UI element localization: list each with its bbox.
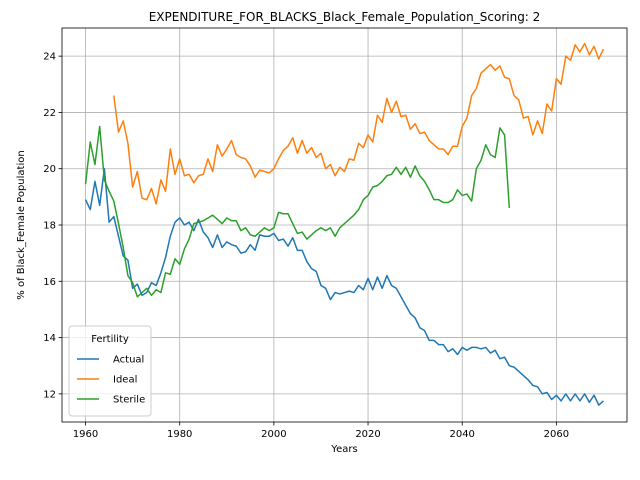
y-axis-ticks: 12 14 16 18 20 22 24 — [43, 52, 62, 400]
y-tick-label: 20 — [43, 164, 56, 175]
grid — [62, 28, 627, 422]
x-axis-ticks: 1960 1980 2000 2020 2040 2060 — [73, 422, 569, 440]
x-tick-label: 2020 — [355, 429, 380, 440]
x-tick-label: 2040 — [449, 429, 474, 440]
series-line-ideal — [113, 42, 605, 205]
legend-label-sterile: Sterile — [113, 395, 145, 406]
legend-title: Fertility — [91, 334, 129, 345]
series-line-actual — [84, 167, 604, 406]
legend: Fertility Actual Ideal Sterile — [68, 325, 152, 417]
x-tick-label: 1980 — [167, 429, 192, 440]
y-tick-label: 24 — [43, 52, 56, 63]
series-line-sterile — [84, 125, 511, 298]
legend-label-ideal: Ideal — [113, 375, 137, 386]
y-tick-label: 22 — [43, 108, 56, 119]
legend-label-actual: Actual — [113, 355, 144, 366]
y-tick-label: 14 — [43, 333, 56, 344]
x-axis-label: Years — [330, 444, 357, 455]
y-tick-label: 12 — [43, 389, 56, 400]
y-axis-label: % of Black_Female Population — [16, 150, 27, 299]
series-lines — [84, 42, 605, 406]
x-tick-label: 2060 — [544, 429, 569, 440]
x-tick-label: 1960 — [73, 429, 98, 440]
y-tick-label: 16 — [43, 277, 56, 288]
x-tick-label: 2000 — [261, 429, 286, 440]
legend-box — [68, 325, 152, 417]
chart-title: EXPENDITURE_FOR_BLACKS_Black_Female_Popu… — [149, 10, 541, 24]
y-tick-label: 18 — [43, 221, 56, 232]
legend-items: Actual Ideal Sterile — [77, 355, 145, 406]
